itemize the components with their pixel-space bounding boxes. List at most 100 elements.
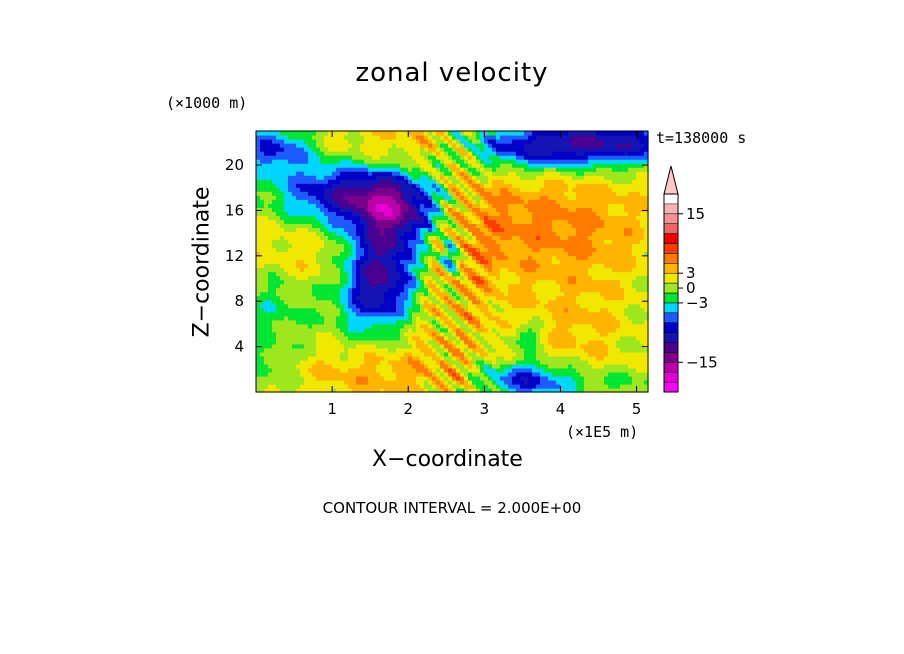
field-cell	[596, 379, 601, 385]
field-cell	[512, 231, 517, 236]
field-cell	[284, 223, 289, 228]
field-cell	[512, 263, 517, 269]
field-cell	[580, 355, 585, 361]
field-cell	[348, 263, 353, 269]
field-cell	[536, 187, 541, 192]
field-cell	[608, 379, 613, 385]
field-cell	[512, 275, 517, 281]
field-cell	[520, 299, 525, 305]
field-cell	[312, 215, 317, 220]
field-cell	[548, 259, 553, 265]
field-cell	[416, 335, 421, 341]
field-cell	[532, 295, 537, 301]
field-cell	[628, 307, 633, 313]
field-cell	[408, 379, 413, 385]
field-cell	[316, 315, 321, 321]
field-cell	[600, 363, 605, 369]
field-cell	[348, 283, 353, 289]
field-cell	[596, 191, 601, 196]
field-cell	[588, 255, 593, 261]
field-cell	[548, 187, 553, 192]
field-cell	[384, 279, 389, 285]
field-cell	[616, 387, 621, 393]
field-cell	[440, 231, 445, 236]
field-cell	[264, 339, 269, 345]
field-cell	[540, 303, 545, 309]
field-cell	[548, 291, 553, 297]
field-cell	[524, 259, 529, 265]
field-cell	[560, 191, 565, 196]
field-cell	[400, 263, 405, 269]
field-cell	[492, 271, 497, 277]
field-cell	[616, 327, 621, 333]
field-cell	[272, 387, 277, 393]
field-cell	[316, 223, 321, 228]
field-cell	[384, 243, 389, 249]
field-cell	[336, 187, 341, 192]
field-cell	[556, 275, 561, 281]
field-cell	[264, 307, 269, 313]
field-cell	[556, 343, 561, 349]
field-cell	[496, 383, 501, 389]
field-cell	[428, 279, 433, 285]
field-cell	[320, 359, 325, 365]
field-cell	[484, 359, 489, 365]
field-cell	[404, 359, 409, 365]
field-cell	[624, 271, 629, 277]
field-cell	[392, 359, 397, 365]
field-cell	[456, 383, 461, 389]
field-cell	[520, 355, 525, 361]
field-cell	[600, 327, 605, 333]
field-cell	[312, 283, 317, 289]
field-cell	[616, 255, 621, 261]
field-cell	[408, 191, 413, 196]
field-cell	[376, 311, 381, 317]
field-cell	[500, 355, 505, 361]
field-cell	[420, 231, 425, 236]
field-cell	[600, 267, 605, 273]
field-cell	[296, 211, 301, 216]
field-cell	[396, 311, 401, 317]
field-cell	[484, 383, 489, 389]
field-cell	[420, 247, 425, 253]
field-cell	[460, 347, 465, 353]
field-cell	[476, 299, 481, 305]
field-cell	[348, 295, 353, 301]
field-cell	[412, 243, 417, 249]
field-cell	[572, 267, 577, 273]
field-cell	[608, 371, 613, 377]
field-cell	[548, 271, 553, 277]
field-cell	[640, 215, 645, 220]
field-cell	[504, 275, 509, 281]
field-cell	[572, 331, 577, 337]
field-cell	[488, 311, 493, 317]
field-cell	[288, 207, 293, 212]
field-cell	[340, 207, 345, 212]
field-cell	[516, 367, 521, 373]
field-cell	[532, 275, 537, 281]
field-cell	[320, 387, 325, 393]
field-cell	[264, 335, 269, 341]
field-cell	[412, 315, 417, 321]
field-cell	[324, 259, 329, 265]
field-cell	[296, 359, 301, 365]
field-cell	[264, 343, 269, 349]
field-cell	[284, 191, 289, 196]
field-cell	[348, 251, 353, 257]
field-cell	[340, 219, 345, 224]
field-cell	[504, 315, 509, 321]
field-cell	[368, 351, 373, 357]
field-cell	[564, 295, 569, 301]
field-cell	[568, 267, 573, 273]
field-cell	[616, 367, 621, 373]
field-cell	[384, 339, 389, 345]
field-cell	[540, 199, 545, 204]
field-cell	[368, 323, 373, 329]
field-cell	[548, 255, 553, 261]
field-cell	[560, 299, 565, 305]
field-cell	[460, 251, 465, 257]
field-cell	[324, 255, 329, 261]
field-cell	[628, 299, 633, 305]
field-cell	[296, 355, 301, 361]
field-cell	[416, 235, 421, 241]
